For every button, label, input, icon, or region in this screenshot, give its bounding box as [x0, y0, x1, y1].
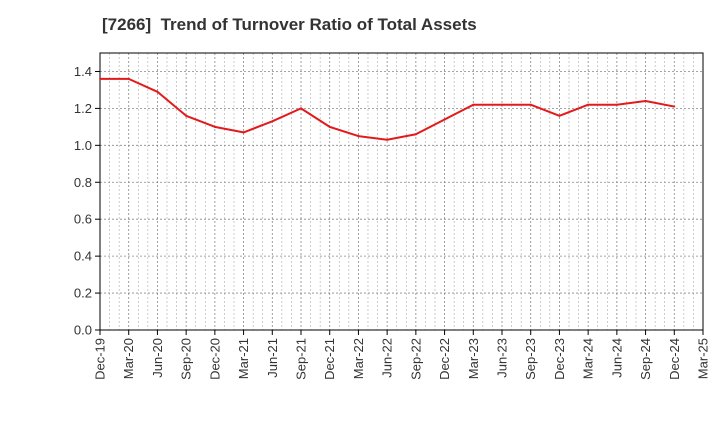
- data-point: [644, 100, 647, 103]
- chart-title: [7266] Trend of Turnover Ratio of Total …: [102, 15, 477, 34]
- y-tick-label: 0.2: [74, 286, 92, 301]
- data-point: [185, 114, 188, 117]
- data-point: [529, 103, 532, 106]
- data-point: [328, 125, 331, 128]
- y-tick-label: 0.8: [74, 175, 92, 190]
- x-tick-label: Jun-24: [609, 338, 624, 378]
- y-tick-label: 1.4: [74, 64, 92, 79]
- plot-frame: [99, 52, 704, 331]
- x-tick-label: Jun-23: [495, 338, 510, 378]
- plot-border: [99, 52, 704, 331]
- data-point: [443, 118, 446, 121]
- x-tick-label: Mar-20: [121, 338, 136, 379]
- data-point: [213, 125, 216, 128]
- data-point: [156, 90, 159, 93]
- data-point: [558, 114, 561, 117]
- x-tick-label: Dec-23: [552, 338, 567, 380]
- data-point: [615, 103, 618, 106]
- x-tick-label: Mar-24: [581, 338, 596, 379]
- data-point: [242, 131, 245, 134]
- x-tick-label: Mar-25: [696, 338, 711, 379]
- data-point: [587, 103, 590, 106]
- x-tick-label: Jun-22: [380, 338, 395, 378]
- x-tick-label: Sep-23: [523, 338, 538, 380]
- data-point: [99, 77, 101, 80]
- data-point: [386, 138, 389, 141]
- x-tick-label: Dec-21: [322, 338, 337, 380]
- data-point: [414, 133, 417, 136]
- x-tick-label: Sep-24: [638, 338, 653, 380]
- y-axis-ticks: 0.0 0.2 0.4 0.6 0.8 1.0 1.2 1.4: [74, 64, 100, 338]
- data-point: [673, 105, 676, 108]
- y-tick-label: 0.6: [74, 212, 92, 227]
- x-tick-label: Dec-24: [667, 338, 682, 380]
- y-tick-label: 1.2: [74, 101, 92, 116]
- x-tick-label: Sep-21: [294, 338, 309, 380]
- x-axis-ticks: Dec-19 Mar-20 Jun-20 Sep-20 Dec-20 Mar-21 Jun-…: [93, 330, 711, 380]
- data-point: [472, 103, 475, 106]
- data-point: [127, 77, 130, 80]
- y-tick-label: 0.0: [74, 323, 92, 338]
- data-point: [271, 120, 274, 123]
- series-layer: [99, 77, 676, 141]
- y-tick-label: 1.0: [74, 138, 92, 153]
- data-point: [357, 135, 360, 138]
- x-tick-label: Mar-23: [466, 338, 481, 379]
- data-point: [300, 107, 302, 110]
- x-tick-label: Mar-22: [351, 338, 366, 379]
- x-tick-label: Jun-21: [265, 338, 280, 378]
- x-tick-label: Jun-20: [150, 338, 165, 378]
- x-tick-label: Dec-22: [437, 338, 452, 380]
- y-tick-label: 0.4: [74, 249, 92, 264]
- data-point: [501, 103, 503, 106]
- x-tick-label: Dec-19: [93, 338, 108, 380]
- x-tick-label: Sep-20: [179, 338, 194, 380]
- x-tick-label: Mar-21: [236, 338, 251, 379]
- grid: [99, 53, 704, 331]
- x-tick-label: Dec-20: [207, 338, 222, 380]
- x-tick-label: Sep-22: [408, 338, 423, 380]
